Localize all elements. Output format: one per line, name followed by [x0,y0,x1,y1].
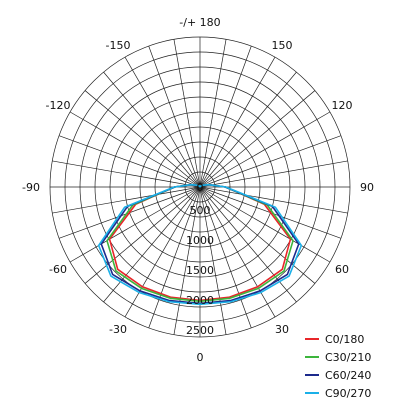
angle-tick-label: 150 [272,39,293,52]
angle-tick-label: 60 [335,263,349,276]
radial-tick-label: 1000 [186,234,214,247]
radial-tick-label: 2000 [186,294,214,307]
legend: C0/180 C30/210 C60/240 C90/270 [305,333,371,400]
tick-labels: -/+ 180 150 120 90 60 30 0 -30 -60 -90 -120 -150 0 50… [22,16,374,364]
angle-tick-label: 30 [275,323,289,336]
radial-tick-label: 0 [197,181,204,194]
radial-tick-label: 500 [190,204,211,217]
angle-tick-label: -30 [109,323,127,336]
legend-label: C60/240 [325,369,371,382]
legend-label: C0/180 [325,333,364,346]
legend-label: C30/210 [325,351,371,364]
angle-tick-label: 120 [332,99,353,112]
angle-tick-label: -150 [106,39,131,52]
radial-tick-label: 2500 [186,324,214,337]
angle-tick-label: -60 [49,263,67,276]
angle-tick-label: -/+ 180 [179,16,220,29]
radial-tick-label: 1500 [186,264,214,277]
angle-tick-label: 0 [197,351,204,364]
angle-tick-label: -120 [46,99,71,112]
legend-label: C90/270 [325,387,371,400]
angle-tick-label: -90 [22,181,40,194]
angle-tick-label: 90 [360,181,374,194]
